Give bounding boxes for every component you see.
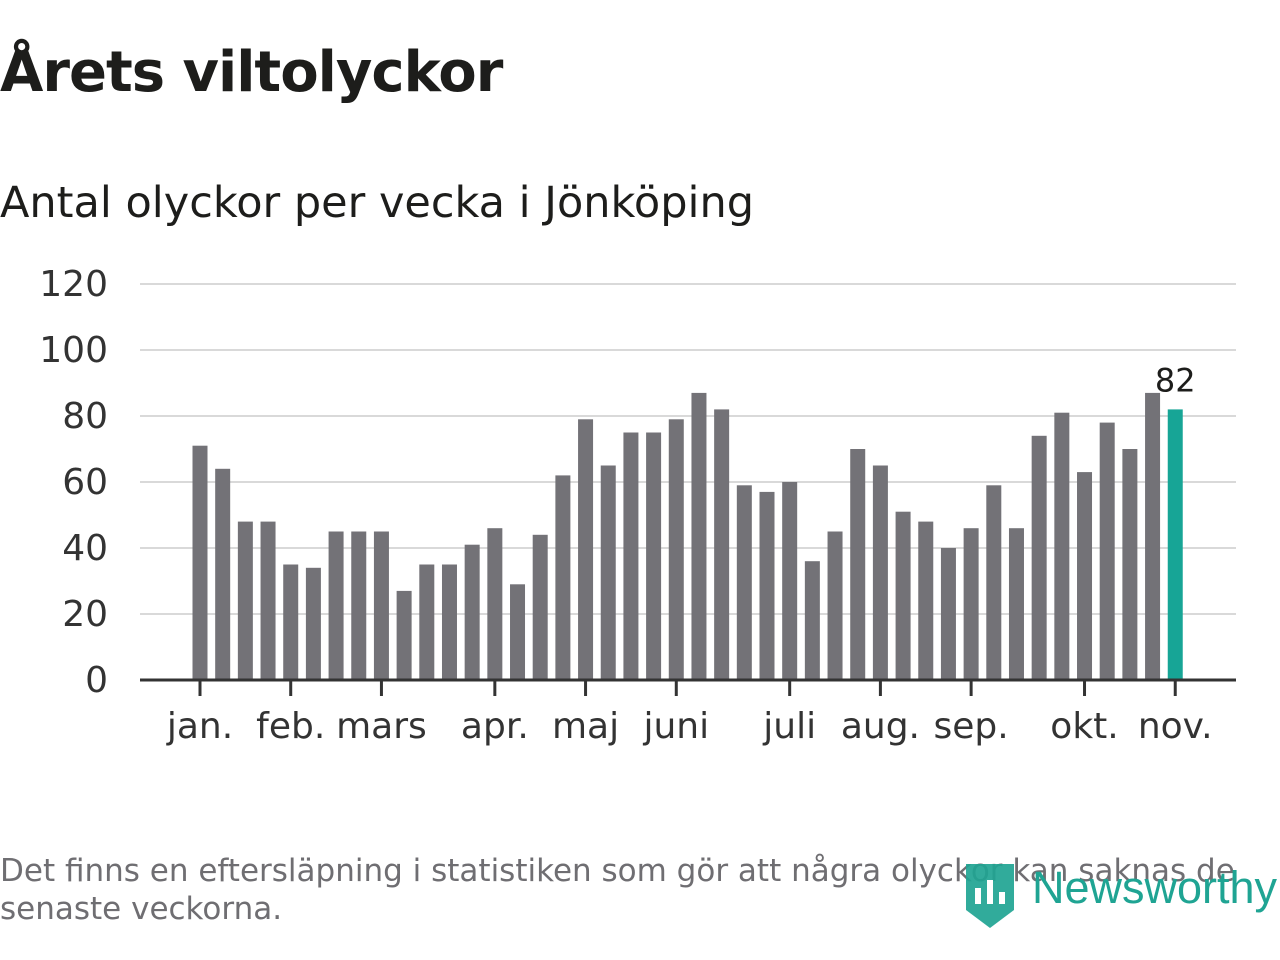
- x-tick-label: jan.: [166, 706, 233, 747]
- bar: [396, 590, 412, 680]
- bar: [850, 449, 866, 680]
- footnote: Det finns en eftersläpning i statistiken…: [0, 853, 1235, 927]
- bar: [328, 531, 344, 680]
- bar: [759, 491, 775, 680]
- x-tick-label: mars: [336, 706, 427, 747]
- bar: [555, 475, 571, 680]
- bar: [986, 485, 1002, 680]
- bar: [1008, 528, 1024, 680]
- bar-highlighted: [1167, 409, 1183, 680]
- bar: [1145, 392, 1161, 680]
- x-axis-ticks: jan. feb. mars apr. maj juni juli aug. sep. okt. n…: [166, 680, 1213, 747]
- bar: [237, 521, 253, 680]
- bar: [192, 445, 208, 680]
- bar: [714, 409, 730, 680]
- newsworthy-logo-icon: [966, 864, 1014, 928]
- x-tick-label: apr.: [461, 706, 529, 747]
- bar: [623, 432, 639, 680]
- bar: [260, 521, 276, 680]
- chart-title: Årets viltolyckor: [0, 40, 503, 105]
- y-tick-label: 80: [62, 396, 108, 437]
- bar: [872, 465, 888, 680]
- newsworthy-logo: Newsworthy: [962, 858, 1278, 930]
- y-tick-label: 40: [62, 528, 108, 569]
- x-tick-label: okt.: [1050, 706, 1118, 747]
- bar: [691, 392, 707, 680]
- x-tick-label: nov.: [1138, 706, 1213, 747]
- x-tick-label: aug.: [841, 706, 920, 747]
- y-tick-label: 100: [39, 330, 108, 371]
- bar: [1099, 422, 1115, 680]
- bar: [600, 465, 616, 680]
- bar: [532, 534, 548, 680]
- x-tick-label: feb.: [256, 706, 325, 747]
- bar: [668, 419, 684, 680]
- bar: [804, 561, 820, 680]
- bar: [1031, 435, 1047, 680]
- chart-subtitle: Antal olyckor per vecka i Jönköping: [0, 178, 754, 228]
- bar: [351, 531, 367, 680]
- bars: [192, 392, 1183, 680]
- bar: [215, 468, 231, 680]
- bar: [940, 548, 956, 680]
- bar: [1122, 449, 1138, 680]
- bar: [464, 544, 480, 680]
- bar: [510, 584, 526, 680]
- bar: [963, 528, 979, 680]
- x-tick-label: maj: [552, 706, 619, 747]
- x-tick-label: sep.: [934, 706, 1009, 747]
- bar: [827, 531, 843, 680]
- y-tick-label: 120: [39, 264, 108, 305]
- y-tick-label: 0: [85, 660, 108, 701]
- bar: [283, 564, 299, 680]
- y-tick-label: 60: [62, 462, 108, 503]
- data-label: 82: [1155, 361, 1196, 399]
- bar: [578, 419, 594, 680]
- bar: [441, 564, 457, 680]
- bar: [646, 432, 662, 680]
- y-axis-ticks: 0 20 40 60 80 100 120: [39, 264, 108, 701]
- data-labels: 82: [1155, 361, 1196, 399]
- bar: [1054, 412, 1070, 680]
- bar: [895, 511, 911, 680]
- gridlines: [140, 283, 1236, 615]
- logo-text: Newsworthy: [1032, 862, 1278, 913]
- bar: [373, 531, 389, 680]
- bar: [1077, 472, 1093, 680]
- bar: [305, 567, 321, 680]
- bar: [736, 485, 752, 680]
- x-tick-label: juni: [642, 706, 709, 747]
- bar: [918, 521, 934, 680]
- bar: [487, 528, 503, 680]
- y-tick-label: 20: [62, 594, 108, 635]
- bar: [782, 482, 798, 680]
- bar: [419, 564, 435, 680]
- x-tick-label: juli: [762, 706, 816, 747]
